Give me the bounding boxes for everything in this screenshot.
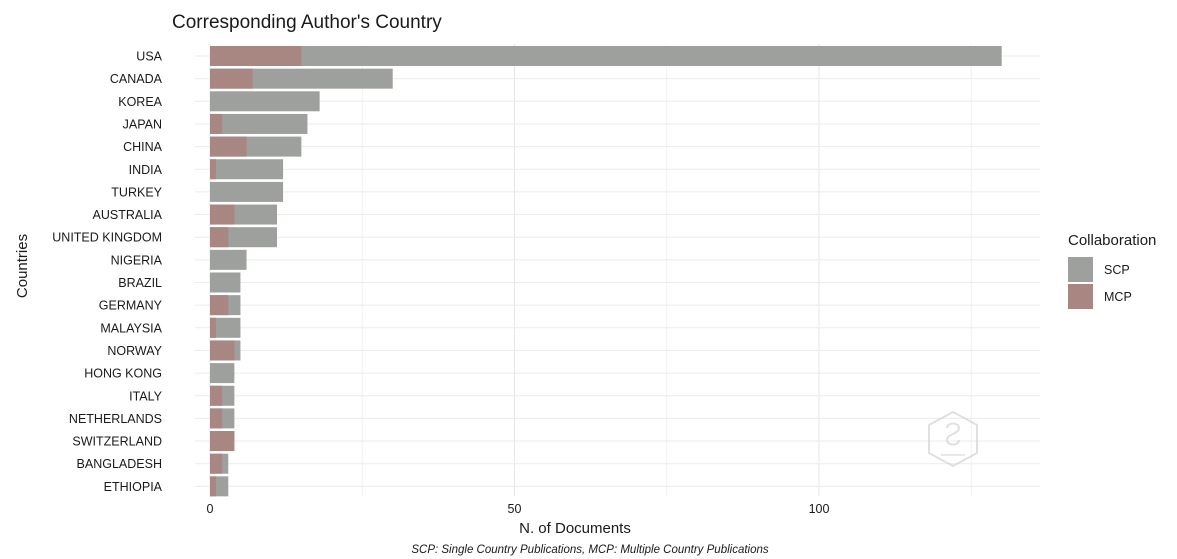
y-axis-title: Countries <box>14 234 31 298</box>
grid <box>195 44 1040 496</box>
bar-scp-india <box>210 159 284 180</box>
legend: Collaboration SCP MCP <box>1068 232 1156 309</box>
y-tick-label-italy: ITALY <box>129 389 163 403</box>
bar-scp-nigeria <box>210 249 247 270</box>
bar-mcp-bangladesh <box>210 453 223 474</box>
bar-mcp-switzerland <box>210 431 235 452</box>
y-tick-label-united-kingdom: UNITED KINGDOM <box>52 231 162 245</box>
y-tick-label-brazil: BRAZIL <box>118 276 162 290</box>
y-tick-labels: USA CANADA KOREA JAPAN CHINA INDIA TURKEY AUSTR… <box>52 50 162 494</box>
bar-mcp-norway <box>210 340 235 361</box>
bar-mcp-ethiopia <box>210 476 217 497</box>
y-tick-label-turkey: TURKEY <box>111 185 162 199</box>
bar-mcp-netherlands <box>210 408 223 429</box>
bar-scp-brazil <box>210 272 241 293</box>
x-tick-labels: 0 50 100 <box>207 502 830 516</box>
y-tick-label-norway: NORWAY <box>107 344 162 358</box>
legend-title: Collaboration <box>1068 232 1156 249</box>
bar-scp-canada <box>210 68 393 89</box>
x-tick-label-0: 0 <box>207 502 214 516</box>
x-tick-label-100: 100 <box>809 502 830 516</box>
watermark-logo <box>928 410 978 468</box>
bar-mcp-australia <box>210 204 235 225</box>
chart-title: Corresponding Author's Country <box>172 12 442 33</box>
bar-mcp-india <box>210 159 217 180</box>
bar-scp-japan <box>210 113 308 134</box>
bar-mcp-usa <box>210 46 302 66</box>
legend-label-scp: SCP <box>1104 263 1130 277</box>
bar-scp-usa <box>210 46 1002 66</box>
bar-mcp-malaysia <box>210 317 217 338</box>
bar-scp-turkey <box>210 181 284 202</box>
y-tick-label-ethiopia: ETHIOPIA <box>104 480 163 494</box>
y-tick-label-netherlands: NETHERLANDS <box>69 412 162 426</box>
y-tick-label-canada: CANADA <box>110 72 163 86</box>
bar-mcp-japan <box>210 113 223 134</box>
y-tick-label-australia: AUSTRALIA <box>93 208 163 222</box>
legend-swatch-scp <box>1068 257 1093 282</box>
bar-mcp-canada <box>210 68 253 89</box>
legend-swatch-mcp <box>1068 284 1093 309</box>
y-tick-label-malaysia: MALAYSIA <box>100 321 162 335</box>
bars <box>210 46 1002 497</box>
chart-caption: SCP: Single Country Publications, MCP: M… <box>411 544 769 556</box>
y-tick-label-usa: USA <box>136 50 162 64</box>
y-tick-label-india: INDIA <box>129 163 163 177</box>
y-tick-label-korea: KOREA <box>118 95 162 109</box>
bar-scp-korea <box>210 91 320 112</box>
bar-scp-hong-kong <box>210 363 235 384</box>
x-axis-title: N. of Documents <box>519 520 631 537</box>
y-tick-label-bangladesh: BANGLADESH <box>77 457 162 471</box>
bar-mcp-germany <box>210 295 229 316</box>
y-tick-label-nigeria: NIGERIA <box>111 253 163 267</box>
legend-label-mcp: MCP <box>1104 290 1132 304</box>
bar-mcp-italy <box>210 385 223 406</box>
y-tick-label-germany: GERMANY <box>99 299 163 313</box>
y-tick-label-china: CHINA <box>123 140 163 154</box>
y-tick-label-hong-kong: HONG KONG <box>84 367 162 381</box>
y-tick-label-switzerland: SWITZERLAND <box>72 435 162 449</box>
bar-mcp-united-kingdom <box>210 227 229 248</box>
x-tick-label-50: 50 <box>508 502 522 516</box>
y-tick-label-japan: JAPAN <box>123 117 162 131</box>
bar-mcp-china <box>210 136 247 157</box>
bar-scp-malaysia <box>210 317 241 338</box>
